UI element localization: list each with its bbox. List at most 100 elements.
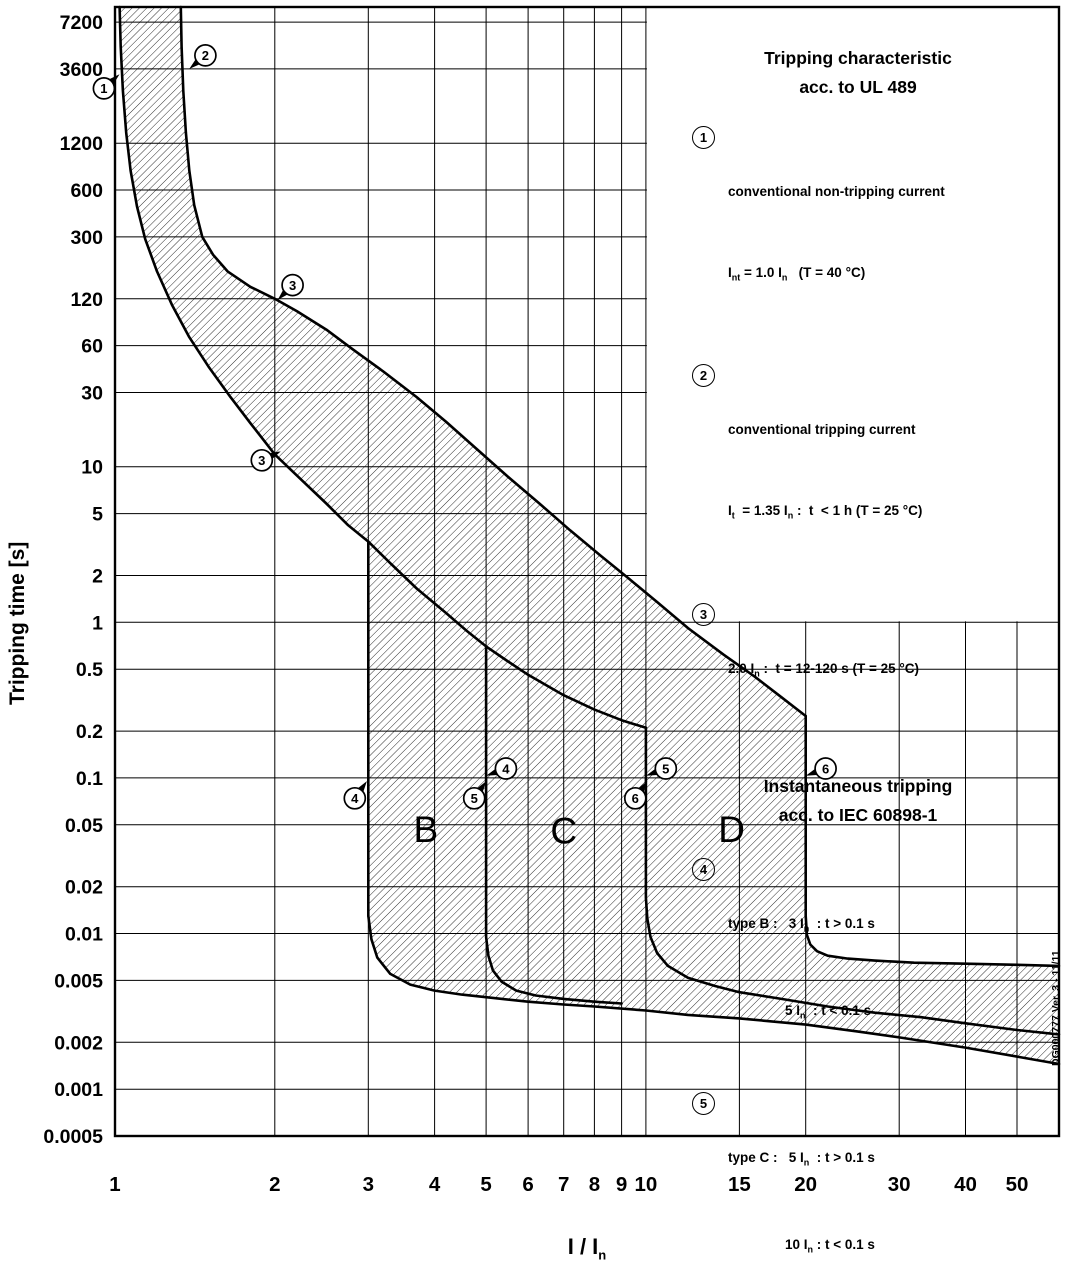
legend-title: Tripping characteristic acc. to UL 489 xyxy=(692,44,1024,102)
y-tick-label: 1 xyxy=(92,612,103,634)
y-tick-label: 0.0005 xyxy=(43,1126,103,1148)
y-tick-label: 3600 xyxy=(60,59,104,81)
y-tick-label: 0.5 xyxy=(76,659,103,681)
legend-item-4: 4 type B : 3 In : t > 0.1 s 5 In : t < 0… xyxy=(692,856,1024,1083)
legend-item-4-line2: 5 In : t < 0.1 s xyxy=(785,1002,872,1021)
legend-item-5-text: type C : 5 In : t > 0.1 s 10 In : t < 0.… xyxy=(728,1090,875,1280)
curve-d-max-20in xyxy=(804,714,1061,968)
legend-item-3: 3 2.0 In : t = 12-120 s (T = 25 °C) xyxy=(692,601,1024,742)
x-tick-label: 3 xyxy=(363,1173,374,1196)
plot-border xyxy=(113,5,1061,1138)
legend-item-2-line2: It = 1.35 In : t < 1 h (T = 25 °C) xyxy=(728,502,923,521)
legend-item-2: 2 conventional tripping current It = 1.3… xyxy=(692,362,1024,584)
x-axis-title: I / In xyxy=(567,1234,607,1263)
legend-item-4-line1: type B : 3 In : t > 0.1 s xyxy=(728,916,875,934)
y-tick-label: 0.05 xyxy=(65,815,103,837)
legend-item-1: 1 conventional non-tripping current Int … xyxy=(692,124,1024,346)
legend-item-1-line1: conventional non-tripping current xyxy=(728,184,945,199)
marker-number: 4 xyxy=(351,791,359,806)
marker-circle xyxy=(250,448,274,472)
curve-thermal-lower xyxy=(118,5,648,730)
marker-number: 5 xyxy=(662,761,669,776)
legend-marker-2: 2 xyxy=(692,363,715,387)
y-tick-label: 0.01 xyxy=(65,924,103,946)
x-tick-label: 7 xyxy=(558,1173,569,1196)
y-tick-label: 7200 xyxy=(60,12,104,34)
region-labels: B C D xyxy=(413,809,745,851)
x-tick-label: 30 xyxy=(888,1173,911,1196)
legend-marker-5: 5 xyxy=(692,1092,715,1116)
x-tick-label: 6 xyxy=(522,1173,533,1196)
x-tick-label: 5 xyxy=(480,1173,491,1196)
x-tick-label: 4 xyxy=(429,1173,441,1196)
legend-panel: Tripping characteristic acc. to UL 489 1… xyxy=(692,44,1024,1280)
y-tick-label: 0.02 xyxy=(65,877,103,899)
legend-item-2-line1: conventional tripping current xyxy=(728,421,916,437)
y-tick-label: 0.005 xyxy=(54,970,103,992)
y-tick-label: 0.002 xyxy=(54,1032,103,1054)
watermark: DG000777 Ver. 3 - 11/11 xyxy=(1050,950,1062,1066)
curve-bottom-limit xyxy=(367,914,1061,1066)
legend-item-4-text: type B : 3 In : t > 0.1 s 5 In : t < 0.1… xyxy=(728,856,875,1083)
marker-number: 6 xyxy=(632,791,639,806)
y-tick-label: 600 xyxy=(70,180,103,202)
region-label-B: B xyxy=(413,809,438,850)
legend-marker-1: 1 xyxy=(692,126,715,149)
x-tick-label: 40 xyxy=(954,1173,977,1196)
marker-number: 5 xyxy=(471,791,478,806)
curve-d-min-10in xyxy=(644,726,1061,1036)
marker-number: 6 xyxy=(822,761,829,776)
legend-item-5-line2: 10 In : t < 0.1 s xyxy=(785,1237,875,1255)
legend-marker-3: 3 xyxy=(692,603,715,627)
marker-number: 1 xyxy=(100,81,107,96)
y-tick-label: 0.1 xyxy=(76,768,103,790)
legend-item-5: 5 type C : 5 In : t > 0.1 s 10 In : t < … xyxy=(692,1090,1024,1280)
y-tick-label: 1200 xyxy=(60,133,104,155)
y-tick-label: 300 xyxy=(70,227,103,249)
marker-circle xyxy=(623,786,647,810)
y-axis-title: Tripping time [s] xyxy=(6,541,29,705)
legend-whitebox xyxy=(646,7,1059,622)
tick-labels: 7200360012006003001206030105210.50.20.10… xyxy=(43,12,1028,1196)
legend-title-line2: acc. to UL 489 xyxy=(799,77,917,97)
marker-number: 3 xyxy=(289,278,296,293)
curve-thermal-upper xyxy=(179,5,807,718)
legend-item-2-text: conventional tripping current It = 1.35 … xyxy=(728,362,922,584)
marker-circle xyxy=(343,786,367,810)
legend-subtitle-line2: acc. to IEC 60898-1 xyxy=(778,805,938,826)
legend-marker-4: 4 xyxy=(692,858,715,882)
y-tick-label: 5 xyxy=(92,504,103,526)
marker-circle xyxy=(281,273,304,297)
x-tick-label: 20 xyxy=(794,1173,817,1196)
x-tick-label: 2 xyxy=(269,1173,280,1196)
y-tick-label: 2 xyxy=(92,566,103,588)
region-label-D: D xyxy=(718,809,745,850)
x-tick-label: 50 xyxy=(1006,1173,1029,1196)
legend-item-3-line1: 2.0 In : t = 12-120 s (T = 25 °C) xyxy=(728,661,919,680)
legend-item-1-text: conventional non-tripping current Int = … xyxy=(728,124,945,346)
y-tick-label: 10 xyxy=(81,457,103,479)
x-tick-label: 10 xyxy=(634,1173,657,1196)
legend-subtitle-line1: Instantaneous tripping xyxy=(763,776,953,797)
y-tick-label: 60 xyxy=(81,336,103,358)
marker-circle xyxy=(814,757,837,780)
y-tick-label: 30 xyxy=(81,383,103,405)
marker-circle xyxy=(494,757,518,780)
x-tick-label: 1 xyxy=(109,1173,120,1196)
y-tick-label: 0.001 xyxy=(54,1079,103,1101)
legend-item-5-line1: type C : 5 In : t > 0.1 s xyxy=(728,1150,875,1169)
y-tick-label: 0.2 xyxy=(76,721,103,743)
y-tick-label: 120 xyxy=(70,289,103,311)
x-tick-label: 8 xyxy=(589,1173,600,1196)
x-tick-label: 9 xyxy=(616,1173,627,1196)
marker-circle xyxy=(462,786,486,810)
hatched-regions xyxy=(119,7,1060,1064)
marker-number: 3 xyxy=(258,453,265,468)
marker-circle xyxy=(92,77,116,100)
region-label-C: C xyxy=(550,810,577,851)
marker-number: 2 xyxy=(202,48,209,63)
legend-item-1-line2: Int = 1.0 In (T = 40 °C) xyxy=(728,265,866,283)
legend-title-line1: Tripping characteristic xyxy=(764,48,952,68)
